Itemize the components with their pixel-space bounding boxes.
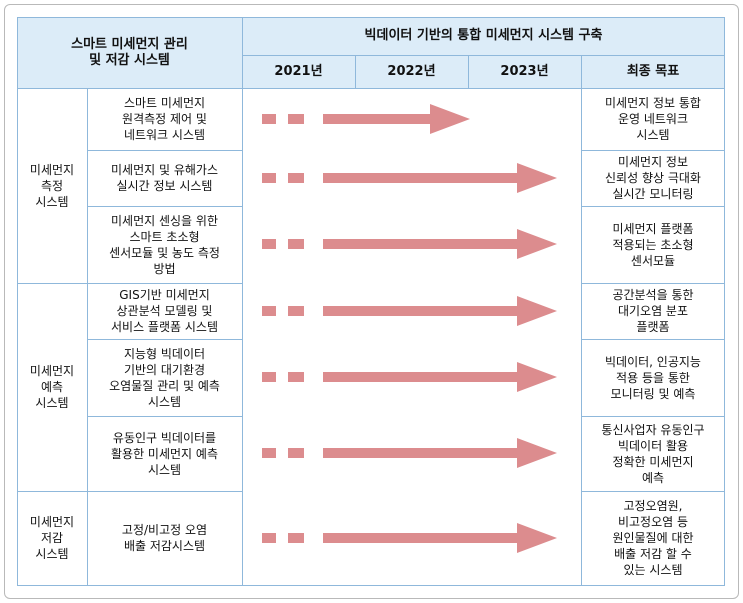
final-goal-header: 최종 목표 bbox=[626, 64, 680, 79]
header-left-bg bbox=[17, 17, 242, 88]
system-cell: 미세먼지 및 유해가스 실시간 정보 시스템 bbox=[111, 163, 218, 193]
grid-line bbox=[242, 17, 243, 585]
timeline-arrow bbox=[262, 438, 557, 468]
grid-line bbox=[17, 17, 18, 585]
header-left-title: 스마트 미세먼지 관리 및 저감 시스템 bbox=[71, 36, 188, 68]
figure-frame bbox=[4, 4, 739, 599]
category-measurement: 미세먼지 측정 시스템 bbox=[29, 162, 75, 209]
year-2023: 2023년 bbox=[500, 64, 549, 79]
grid-line bbox=[581, 491, 725, 492]
arrow-dash bbox=[288, 239, 304, 249]
grid-line bbox=[581, 55, 582, 585]
grid-line bbox=[17, 283, 242, 284]
arrow-dash bbox=[288, 448, 304, 458]
grid-line bbox=[581, 416, 725, 417]
grid-line bbox=[581, 206, 725, 207]
grid-line bbox=[17, 585, 725, 586]
timeline-arrow bbox=[262, 362, 557, 392]
arrow-dash bbox=[262, 114, 276, 124]
arrow-body bbox=[323, 163, 557, 193]
grid-line bbox=[87, 150, 242, 151]
year-2021: 2021년 bbox=[274, 64, 323, 79]
arrow-dash bbox=[262, 372, 276, 382]
goal-cell: 미세먼지 플랫폼 적용되는 초소형 센서모듈 bbox=[612, 221, 694, 268]
grid-line bbox=[87, 416, 242, 417]
grid-line bbox=[242, 55, 725, 56]
goal-cell: 통신사업자 유동인구 빅데이터 활용 정확한 미세먼지 예측 bbox=[601, 422, 705, 485]
system-cell: 고정/비고정 오염 배출 저감시스템 bbox=[121, 523, 208, 553]
grid-line bbox=[724, 17, 725, 585]
header-right-title: 빅데이터 기반의 통합 미세먼지 시스템 구축 bbox=[364, 28, 603, 43]
arrow-dash bbox=[262, 239, 276, 249]
timeline-arrow bbox=[262, 296, 557, 326]
timeline-arrow bbox=[262, 229, 557, 259]
header-right-bg bbox=[242, 17, 725, 88]
timeline-arrow bbox=[262, 523, 557, 553]
grid-line bbox=[87, 339, 242, 340]
grid-line bbox=[17, 17, 725, 18]
system-cell: 미세먼지 센싱을 위한 스마트 초소형 센서모듈 및 농도 측정 방법 bbox=[109, 213, 220, 276]
grid-line bbox=[581, 150, 725, 151]
grid-line bbox=[581, 283, 725, 284]
grid-line bbox=[355, 55, 356, 88]
goal-cell: 빅데이터, 인공지능 적용 등을 통한 모니터링 및 예측 bbox=[605, 354, 701, 401]
arrow-body bbox=[323, 229, 557, 259]
grid-line bbox=[17, 88, 725, 89]
arrow-dash bbox=[288, 114, 304, 124]
arrow-dash bbox=[262, 448, 276, 458]
arrow-dash bbox=[288, 372, 304, 382]
goal-cell: 고정오염원, 비고정오염 등 원인물질에 대한 배출 저감 할 수 있는 시스템 bbox=[612, 499, 694, 577]
goal-cell: 미세먼지 정보 통합 운영 네트워크 시스템 bbox=[605, 96, 701, 142]
grid-line bbox=[87, 206, 242, 207]
grid-line bbox=[87, 88, 88, 585]
arrow-dash bbox=[288, 173, 304, 183]
system-cell: 스마트 미세먼지 원격측정 제어 및 네트워크 시스템 bbox=[122, 96, 207, 142]
arrow-dash bbox=[262, 533, 276, 543]
arrow-dash bbox=[288, 306, 304, 316]
arrow-dash bbox=[262, 306, 276, 316]
category-reduction: 미세먼지 저감 시스템 bbox=[29, 515, 75, 561]
goal-cell: 미세먼지 정보 신뢰성 향상 극대화 실시간 모니터링 bbox=[605, 155, 701, 201]
grid-line bbox=[468, 55, 469, 88]
category-prediction: 미세먼지 예측 시스템 bbox=[29, 364, 75, 410]
timeline-arrow bbox=[262, 163, 557, 193]
timeline-arrow bbox=[262, 104, 470, 134]
grid-line bbox=[581, 339, 725, 340]
arrow-body bbox=[323, 296, 557, 326]
arrow-dash bbox=[262, 173, 276, 183]
system-cell: 지능형 빅데이터 기반의 대기환경 오염물질 관리 및 예측 시스템 bbox=[109, 346, 220, 409]
arrow-body bbox=[323, 438, 557, 468]
goal-cell: 공간분석을 통한 대기오염 분포 플랫폼 bbox=[612, 288, 694, 334]
arrow-body bbox=[323, 104, 470, 134]
year-2022: 2022년 bbox=[387, 64, 436, 79]
arrow-body bbox=[323, 362, 557, 392]
system-cell: 유동인구 빅데이터를 활용한 미세먼지 예측 시스템 bbox=[111, 430, 218, 477]
arrow-dash bbox=[288, 533, 304, 543]
grid-line bbox=[17, 491, 242, 492]
system-cell: GIS기반 미세먼지 상관분석 모델링 및 서비스 플랫폼 시스템 bbox=[111, 288, 218, 334]
arrow-body bbox=[323, 523, 557, 553]
